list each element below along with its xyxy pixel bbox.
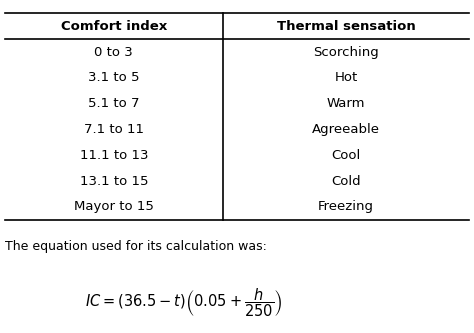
Text: Hot: Hot xyxy=(334,71,358,84)
Text: $\mathit{IC} = (36.5 - t)\left(0.05 + \dfrac{h}{250}\right)$: $\mathit{IC} = (36.5 - t)\left(0.05 + \d… xyxy=(85,287,283,319)
Text: 13.1 to 15: 13.1 to 15 xyxy=(80,174,148,187)
Text: Warm: Warm xyxy=(327,97,365,110)
Text: Thermal sensation: Thermal sensation xyxy=(277,20,415,33)
Text: 0 to 3: 0 to 3 xyxy=(94,46,133,59)
Text: Cold: Cold xyxy=(331,174,361,187)
Text: 11.1 to 13: 11.1 to 13 xyxy=(80,149,148,162)
Text: 5.1 to 7: 5.1 to 7 xyxy=(88,97,139,110)
Text: Freezing: Freezing xyxy=(318,200,374,213)
Text: Scorching: Scorching xyxy=(313,46,379,59)
Text: 7.1 to 11: 7.1 to 11 xyxy=(84,123,144,136)
Text: Agreeable: Agreeable xyxy=(312,123,380,136)
Text: Comfort index: Comfort index xyxy=(61,20,167,33)
Text: Mayor to 15: Mayor to 15 xyxy=(74,200,154,213)
Text: Cool: Cool xyxy=(331,149,361,162)
Text: The equation used for its calculation was:: The equation used for its calculation wa… xyxy=(5,240,266,253)
Text: 3.1 to 5: 3.1 to 5 xyxy=(88,71,139,84)
